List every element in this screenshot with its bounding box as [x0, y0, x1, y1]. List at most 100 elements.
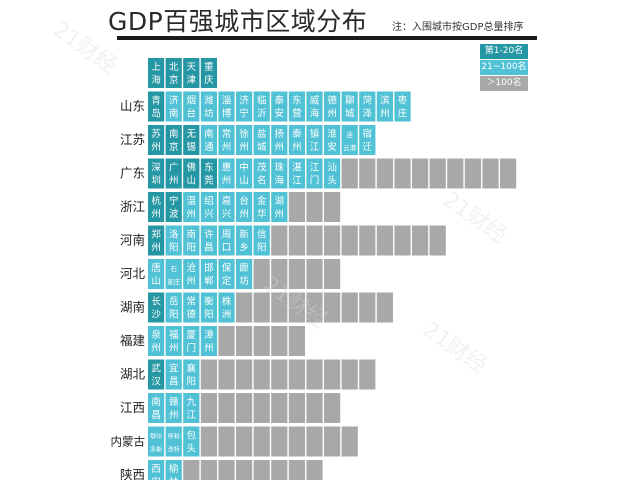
- other-city-cell: [288, 460, 305, 480]
- city-label: 宁: [239, 108, 249, 120]
- city-label: 名: [257, 175, 267, 187]
- city-label: 兴: [222, 209, 232, 220]
- city-cell: [271, 158, 288, 189]
- city-label: 城: [345, 109, 355, 120]
- city-cell: [271, 192, 288, 222]
- other-city-cell: [288, 292, 305, 323]
- city-cell: [165, 91, 182, 122]
- city-label: 镇: [310, 128, 320, 140]
- city-cell: [200, 292, 217, 323]
- city-label: 深: [151, 163, 161, 174]
- other-city-cell: [236, 460, 253, 480]
- city-label: 滨: [380, 95, 390, 107]
- other-city-cell: [288, 393, 305, 423]
- other-city-cell: [253, 292, 270, 323]
- city-label: 州: [222, 176, 232, 187]
- city-cell: [236, 91, 253, 122]
- city-label: 上: [151, 62, 161, 73]
- other-city-cell: [394, 158, 411, 189]
- city-cell: [165, 125, 182, 155]
- city-label: 厦: [187, 330, 197, 341]
- city-cell: [253, 225, 270, 256]
- other-city-cell: [324, 259, 341, 289]
- other-city-cell: [218, 426, 235, 457]
- city-label: 周: [222, 230, 232, 241]
- city-cell: [236, 225, 253, 256]
- other-city-cell: [200, 393, 217, 423]
- city-label: 州: [187, 209, 197, 220]
- city-cell: [148, 192, 165, 222]
- city-cell: [148, 158, 165, 189]
- city-label: 庆: [204, 74, 214, 86]
- city-cell: [183, 359, 200, 390]
- city-label: 州: [275, 142, 285, 153]
- other-city-cell: [271, 292, 288, 323]
- other-city-cell: [271, 393, 288, 423]
- city-label: 州: [187, 276, 197, 287]
- city-cell: [253, 192, 270, 222]
- city-label: 淮: [327, 129, 337, 140]
- city-label: 门: [187, 342, 197, 354]
- city-label: 头: [187, 443, 197, 455]
- city-cell: [165, 259, 182, 289]
- city-cell: [376, 91, 393, 122]
- city-label: 枣: [398, 96, 408, 107]
- other-city-cell: [236, 393, 253, 423]
- legend-item-top21-100: 21~100名: [480, 60, 528, 75]
- city-label: 定: [222, 275, 232, 287]
- city-label: 昌: [151, 410, 161, 421]
- city-cell: [165, 460, 182, 480]
- city-label: 山: [151, 276, 161, 287]
- city-cell: [200, 158, 217, 189]
- city-label: 岳: [169, 296, 179, 308]
- other-city-cell: [218, 393, 235, 423]
- city-cell: [306, 125, 323, 155]
- city-cell: [165, 292, 182, 323]
- other-city-cell: [253, 259, 270, 289]
- city-cell: [359, 125, 376, 155]
- city-label: 济: [169, 95, 179, 107]
- city-label: 岛: [151, 108, 161, 120]
- other-city-cell: [271, 225, 288, 256]
- city-label: 盐: [257, 128, 267, 140]
- city-label: 州: [292, 142, 302, 153]
- city-label: 州: [327, 109, 337, 120]
- city-label: 浩特: [168, 446, 180, 454]
- city-label: 州: [239, 209, 249, 220]
- city-label: 华: [257, 208, 267, 220]
- city-label: 阳: [169, 310, 179, 321]
- other-city-cell: [253, 359, 270, 390]
- city-cell: [288, 91, 305, 122]
- other-city-cell: [341, 359, 358, 390]
- city-cell: [148, 426, 165, 457]
- other-city-cell: [341, 426, 358, 457]
- city-cell: [218, 125, 235, 155]
- city-label: 庄: [398, 108, 408, 120]
- city-label: 安: [327, 141, 337, 153]
- city-cell: [218, 91, 235, 122]
- city-label: 阳: [187, 243, 197, 254]
- city-label: 九: [187, 396, 197, 408]
- other-city-cell: [341, 158, 358, 189]
- city-label: 沧: [187, 262, 197, 274]
- city-cell: [200, 225, 217, 256]
- city-label: 门: [310, 175, 320, 187]
- city-label: 泰: [292, 128, 302, 140]
- city-label: 扬: [275, 128, 285, 140]
- other-city-cell: [500, 158, 517, 189]
- city-label: 江: [310, 142, 320, 153]
- city-label: 福: [169, 329, 179, 341]
- city-label: 阳: [187, 377, 197, 388]
- city-cell: [218, 292, 235, 323]
- other-city-cell: [306, 292, 323, 323]
- city-label: 汕: [327, 163, 337, 174]
- other-city-cell: [306, 192, 323, 222]
- city-label: 湛: [292, 163, 302, 174]
- other-city-cell: [200, 426, 217, 457]
- city-cell: [148, 91, 165, 122]
- other-city-cell: [288, 326, 305, 356]
- city-label: 宜: [169, 363, 179, 375]
- city-cell: [218, 192, 235, 222]
- city-label: 泰: [275, 95, 285, 107]
- city-cell: [148, 326, 165, 356]
